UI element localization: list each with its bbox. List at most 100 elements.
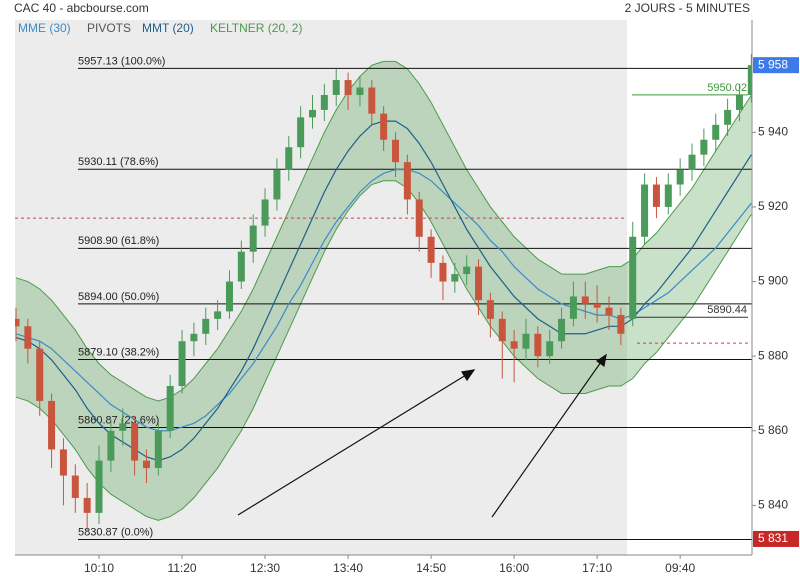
candle-body	[24, 326, 32, 349]
fib-label: 5908.90 (61.8%)	[78, 235, 159, 247]
x-tick-label: 13:40	[333, 561, 363, 575]
legend-item: PIVOTS	[87, 21, 131, 35]
fib-label: 5957.13 (100.0%)	[78, 55, 165, 67]
candle-body	[593, 303, 601, 308]
price-marker-label: 5 831	[758, 531, 788, 545]
candle-body	[569, 296, 577, 319]
fib-label: 5894.00 (50.0%)	[78, 291, 159, 303]
candle-body	[356, 87, 364, 95]
legend-item: MMT (20)	[142, 21, 194, 35]
arrow-head	[595, 353, 607, 368]
chart-title: CAC 40 - abcbourse.com	[14, 1, 149, 15]
x-tick-label: 10:10	[84, 561, 114, 575]
candle-body	[747, 65, 752, 95]
keltner-lower	[15, 180, 752, 521]
candle-body	[451, 274, 459, 282]
x-tick-label: 11:20	[167, 561, 196, 575]
candle-body	[664, 184, 672, 207]
candle-body	[700, 139, 708, 155]
chart-subtitle: 2 JOURS - 5 MINUTES	[625, 1, 750, 15]
candle-body	[546, 341, 554, 357]
arrow	[491, 361, 602, 518]
candle-body	[178, 341, 186, 386]
candle-body	[95, 460, 103, 513]
y-tick-label: 5 900	[758, 274, 788, 288]
candle-body	[403, 162, 411, 200]
candle-body	[285, 147, 293, 170]
candle-body	[261, 199, 269, 226]
candle-body	[534, 333, 542, 357]
candle-body	[475, 266, 483, 301]
candle-body	[332, 80, 340, 95]
price-marker	[753, 530, 799, 547]
price-marker-label: 5 958	[758, 57, 788, 71]
x-tick-label: 14:50	[416, 561, 446, 575]
candle-body	[427, 236, 435, 263]
x-tick-label: 16:00	[499, 561, 529, 575]
candle-body	[486, 300, 494, 319]
candle-body	[320, 94, 328, 110]
fib-label: 5830.87 (0.0%)	[78, 526, 153, 538]
axes: 5 840 5 860 5 880 5 900 5 920 5 940 10:10 11:20…	[15, 20, 799, 575]
candle-body	[59, 449, 67, 476]
candle-body	[498, 318, 506, 342]
pivot-label: 5823.76	[707, 553, 747, 565]
y-tick-label: 5 860	[758, 423, 788, 437]
x-tick-label: 17:10	[582, 561, 612, 575]
keltner-band	[16, 61, 752, 521]
candle-body	[48, 400, 56, 450]
candle-body	[15, 318, 20, 327]
candle-body	[629, 236, 637, 319]
price-marker	[753, 57, 799, 74]
candle-body	[297, 117, 305, 148]
candle-body	[273, 169, 281, 200]
candle-body	[107, 430, 115, 461]
candle-body	[558, 318, 566, 342]
arrow-head	[461, 369, 476, 382]
candle-body	[119, 423, 127, 431]
candle-body	[142, 460, 150, 469]
candle-body	[735, 94, 743, 110]
candle-body	[688, 154, 696, 170]
candle-body	[237, 251, 245, 282]
candle-body	[439, 262, 447, 282]
candle-body	[225, 281, 233, 312]
candle-body	[71, 475, 79, 498]
candle-body	[166, 385, 174, 431]
fib-label: 5860.87 (23.6%)	[78, 414, 159, 426]
candle-body	[36, 348, 44, 401]
fib-label: 5930.11 (78.6%)	[78, 156, 159, 168]
y-tick-label: 5 840	[758, 498, 788, 512]
y-tick-label: 5 920	[758, 199, 788, 213]
candle-body	[712, 124, 720, 140]
candle-body	[190, 333, 198, 342]
candle-body	[202, 318, 210, 334]
x-tick-label: 09:40	[665, 561, 695, 575]
y-tick-label: 5 940	[758, 124, 788, 138]
fib-label: 5879.10 (38.2%)	[78, 346, 159, 358]
candle-body	[652, 184, 660, 207]
candle-body	[249, 225, 257, 252]
y-tick-label: 5 880	[758, 348, 788, 362]
candle-body	[617, 315, 625, 334]
candle-body	[581, 296, 589, 304]
candle-body	[676, 169, 684, 185]
candle-body	[368, 87, 376, 114]
candle-body	[154, 430, 162, 469]
candle-body	[641, 184, 649, 237]
pivot-label: 5890.44	[707, 304, 747, 316]
legend-item: KELTNER (20, 2)	[210, 21, 302, 35]
candle-body	[309, 109, 316, 118]
annotation-arrows	[237, 353, 607, 518]
candle-body	[214, 311, 222, 319]
candle-body	[344, 80, 352, 95]
candle-body	[463, 266, 471, 275]
legend-item: MME (30)	[18, 21, 71, 35]
candle-body	[380, 113, 388, 140]
candle-body	[724, 109, 732, 125]
plot-area: 5957.13 (100.0%) 5930.11 (78.6%) 5908.90 (…	[15, 53, 752, 565]
x-tick-label: 12:30	[250, 561, 280, 575]
pivot-label: 5950.02	[707, 82, 747, 94]
arrow	[237, 374, 467, 516]
